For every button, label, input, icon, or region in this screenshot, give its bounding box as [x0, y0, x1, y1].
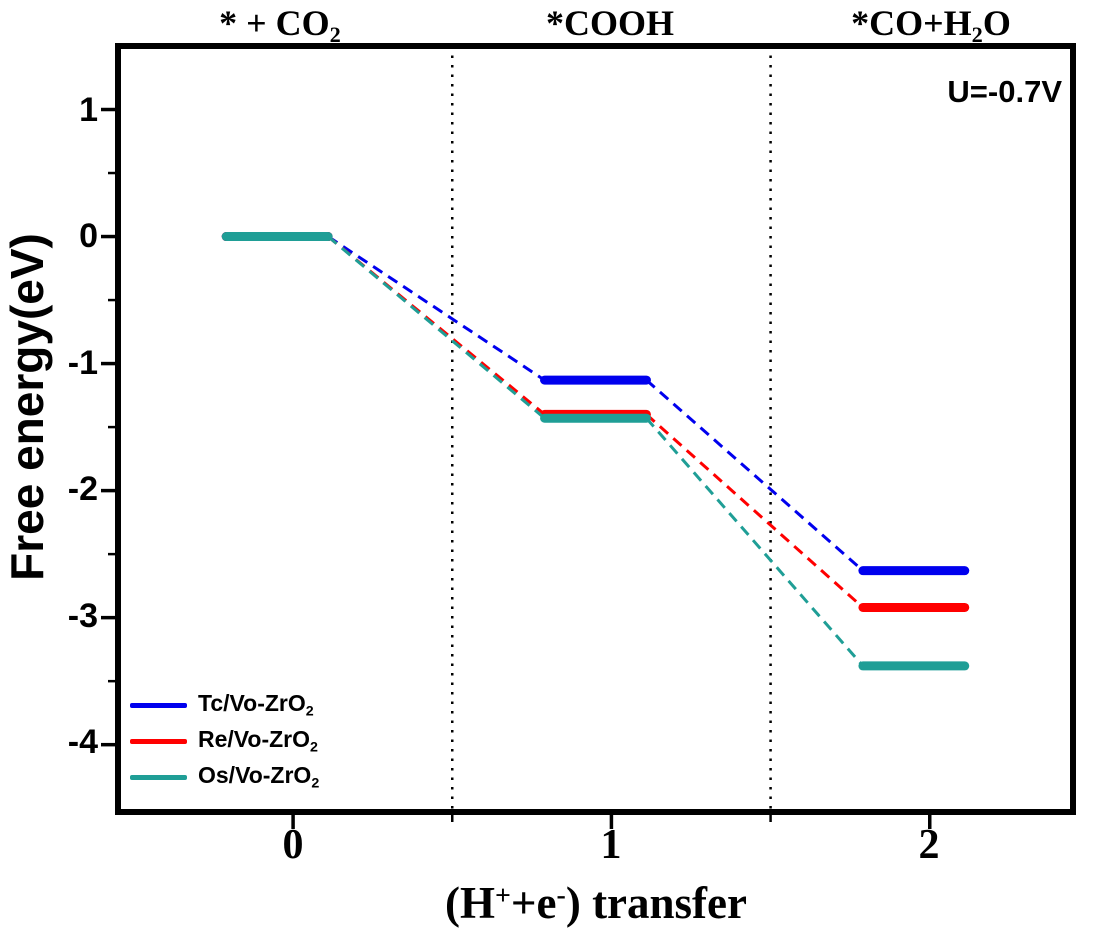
step-label-co-h2o: *CO+H2O	[851, 2, 1011, 56]
legend-label: Re/Vo-ZrO2	[198, 726, 318, 756]
legend-label-text: Tc/Vo-ZrO	[198, 690, 306, 717]
legend-line-tc	[130, 702, 187, 708]
potential-annotation: U=-0.7V	[947, 74, 1062, 109]
legend-label-subscript: 2	[305, 703, 314, 720]
y-axis-title: Free energy(eV)	[1, 233, 53, 581]
x-axis-title-text: (H	[445, 877, 495, 928]
legend-label: Os/Vo-ZrO2	[198, 762, 319, 792]
legend-label-text: Re/Vo-ZrO	[198, 726, 311, 753]
x-axis-title-text: ) transfer	[565, 877, 747, 928]
step-label-text: *CO+H	[851, 3, 972, 43]
y-tick-label: -4	[67, 723, 98, 761]
x-axis-title-superscript: +	[495, 880, 511, 911]
legend-row: Tc/Vo-ZrO2	[130, 687, 319, 723]
connector-line	[645, 378, 864, 572]
x-tick-label: 1	[600, 822, 622, 868]
x-axis-title-superscript: -	[556, 880, 566, 911]
legend: Tc/Vo-ZrO2 Re/Vo-ZrO2 Os/Vo-ZrO2	[130, 687, 319, 795]
plot-frame	[115, 43, 1076, 815]
step-label-co2: * + CO2	[219, 2, 341, 56]
connector-line	[327, 235, 546, 420]
x-tick-label: 2	[918, 822, 940, 868]
step-label-subscript: 2	[971, 22, 983, 48]
connector-line	[645, 417, 865, 667]
legend-label-subscript: 2	[310, 739, 318, 756]
legend-row: Re/Vo-ZrO2	[130, 723, 319, 759]
step-label-subscript: 2	[329, 22, 341, 48]
legend-line-os	[130, 774, 187, 780]
step-label-text: O	[982, 3, 1011, 43]
x-tick-label: 0	[282, 822, 304, 868]
y-tick-label: -1	[67, 344, 98, 382]
step-label-cooh: *COOH	[546, 2, 674, 56]
connector-line	[645, 413, 864, 609]
x-axis-title: (H++e-) transfer	[445, 872, 747, 927]
legend-label-text: Os/Vo-ZrO	[198, 762, 312, 789]
y-tick-label: -2	[67, 470, 98, 508]
connector-line	[327, 235, 546, 382]
step-label-text: *COOH	[545, 3, 675, 43]
legend-label: Tc/Vo-ZrO2	[198, 690, 314, 720]
y-tick-label: 0	[79, 217, 98, 255]
legend-row: Os/Vo-ZrO2	[130, 759, 319, 795]
x-axis-title-text: +e	[510, 877, 557, 928]
y-tick-label: 1	[79, 91, 98, 129]
legend-line-re	[130, 738, 187, 744]
step-label-text: * + CO	[219, 3, 330, 43]
legend-label-subscript: 2	[311, 775, 320, 792]
y-tick-label: -3	[67, 597, 98, 635]
